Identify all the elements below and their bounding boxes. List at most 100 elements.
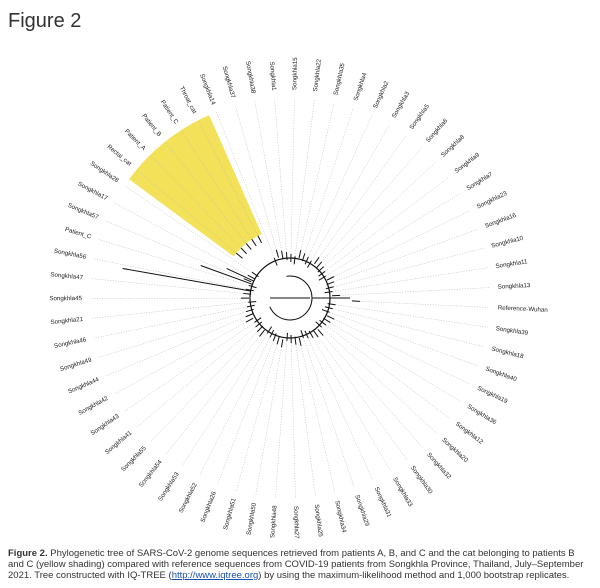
tip-branch [276, 336, 280, 345]
leader-line [94, 306, 247, 339]
leader-line [300, 102, 335, 251]
leader-line [311, 124, 390, 261]
tip-label: Songkhla57 [67, 202, 100, 221]
tip-label: Songkhla1 [268, 61, 277, 91]
long-branch [200, 265, 253, 285]
tip-branch [251, 239, 257, 247]
leader-line [91, 302, 249, 319]
tip-label: Songkhla13 [498, 282, 532, 291]
leader-line [136, 169, 237, 254]
tip-branch [245, 243, 252, 250]
tip-label: Songkhla44 [67, 376, 100, 395]
tip-label: Songkhla6 [425, 117, 450, 144]
tip-label: Songkhla11 [495, 258, 528, 270]
tip-label: Songkhla56 [53, 248, 87, 261]
leader-line [324, 176, 450, 272]
tip-branch [245, 317, 254, 323]
tip-label: Patient_C [159, 99, 180, 126]
tip-branch [273, 257, 278, 266]
tip-branch [245, 308, 254, 313]
leader-line [330, 322, 462, 403]
tip-label: Songkhla39 [495, 325, 529, 337]
tip-label: Songkhla26 [199, 490, 218, 524]
tip-branch [327, 303, 336, 306]
tip-label: Songkhla22 [312, 58, 323, 92]
tip-branch [255, 321, 263, 328]
caption-text: Phylogenetic tree of SARS-CoV-2 genome s… [8, 548, 584, 581]
iqtree-link[interactable]: http://www.iqtree.org [171, 570, 259, 581]
leader-line [303, 337, 355, 488]
tip-branch [316, 261, 323, 269]
tip-label: Songkhla30 [409, 465, 434, 496]
tree-branches [122, 235, 360, 348]
tip-label: Songkhla50 [245, 502, 258, 536]
leader-line [180, 130, 253, 240]
leader-line [295, 344, 316, 497]
tip-label: Songkhla3 [391, 90, 412, 119]
tip-label: Songkhla10 [491, 235, 525, 250]
tip-label: Songkhla20 [440, 437, 469, 465]
tip-branch [308, 330, 314, 339]
leader-line [312, 337, 391, 472]
tip-label: Songkhla25 [313, 504, 324, 538]
tip-label: Songkhla33 [391, 476, 414, 508]
tip-branch [324, 290, 333, 294]
tip-label: Patient_C [64, 226, 93, 241]
leader-line [322, 335, 423, 448]
leader-line [124, 322, 255, 412]
tip-branch [266, 326, 273, 334]
leader-line [359, 301, 490, 308]
tip-label: Songkhla29 [353, 494, 370, 528]
tip-branch [317, 266, 324, 273]
tip-branch [315, 321, 322, 328]
tip-label: Songkhla43 [90, 413, 121, 438]
tip-branch [298, 337, 302, 346]
tip-label: Songkhla23 [476, 190, 509, 211]
leader-line [98, 311, 247, 358]
highlight-sector [129, 115, 262, 257]
tip-branch [243, 278, 252, 283]
leader-line [321, 147, 423, 263]
caption-text-end: ) by using the maximum-likelihood method… [258, 570, 570, 581]
leader-lines [89, 98, 490, 498]
tip-label: Songkhla40 [484, 365, 518, 383]
leader-line [150, 331, 258, 442]
leader-line [217, 340, 274, 485]
leader-line [198, 120, 259, 236]
tip-label: Patient_B [140, 113, 162, 138]
tip-label: Songkhla51 [222, 497, 238, 531]
leader-line [274, 98, 287, 253]
tip-branch [248, 284, 257, 289]
leader-line [332, 308, 484, 348]
tip-label: Songkhla46 [54, 336, 88, 350]
leader-line [198, 337, 271, 477]
leader-line [216, 111, 275, 259]
tip-label: Songkhla16 [484, 212, 518, 230]
tip-label: Songkhla27 [292, 506, 300, 539]
tip-label: Songkhla55 [120, 445, 148, 474]
figure-title: Figure 2 [8, 10, 82, 32]
leader-line [323, 161, 437, 267]
tip-branch [318, 275, 327, 281]
tip-label: Songkhla7 [465, 171, 494, 193]
tip-branch [248, 300, 257, 303]
tip-branch [245, 313, 254, 318]
leader-line [307, 337, 373, 481]
long-branch [122, 267, 251, 292]
leader-line [304, 108, 354, 254]
tip-label: Songkhla38 [244, 60, 257, 94]
tip-label: Songkhla53 [157, 471, 181, 503]
leader-line [290, 98, 295, 255]
tip-branch [314, 257, 320, 265]
tip-label: Songkhla32 [425, 451, 452, 481]
leader-line [334, 228, 478, 283]
leader-line [136, 326, 256, 428]
tip-label: Songkhla31 [373, 486, 393, 519]
tip-label: Songkhla9 [453, 151, 481, 175]
tip-label: Songkhla2 [372, 80, 391, 110]
tip-label: Songkhla12 [454, 420, 485, 446]
clade-branch [226, 267, 254, 282]
tip-branch [319, 319, 327, 326]
tip-branch [326, 276, 335, 281]
phylogenetic-tree: Songkhla22 Songkhla35 Songkhla4 Songkhla2 So… [49, 57, 548, 540]
